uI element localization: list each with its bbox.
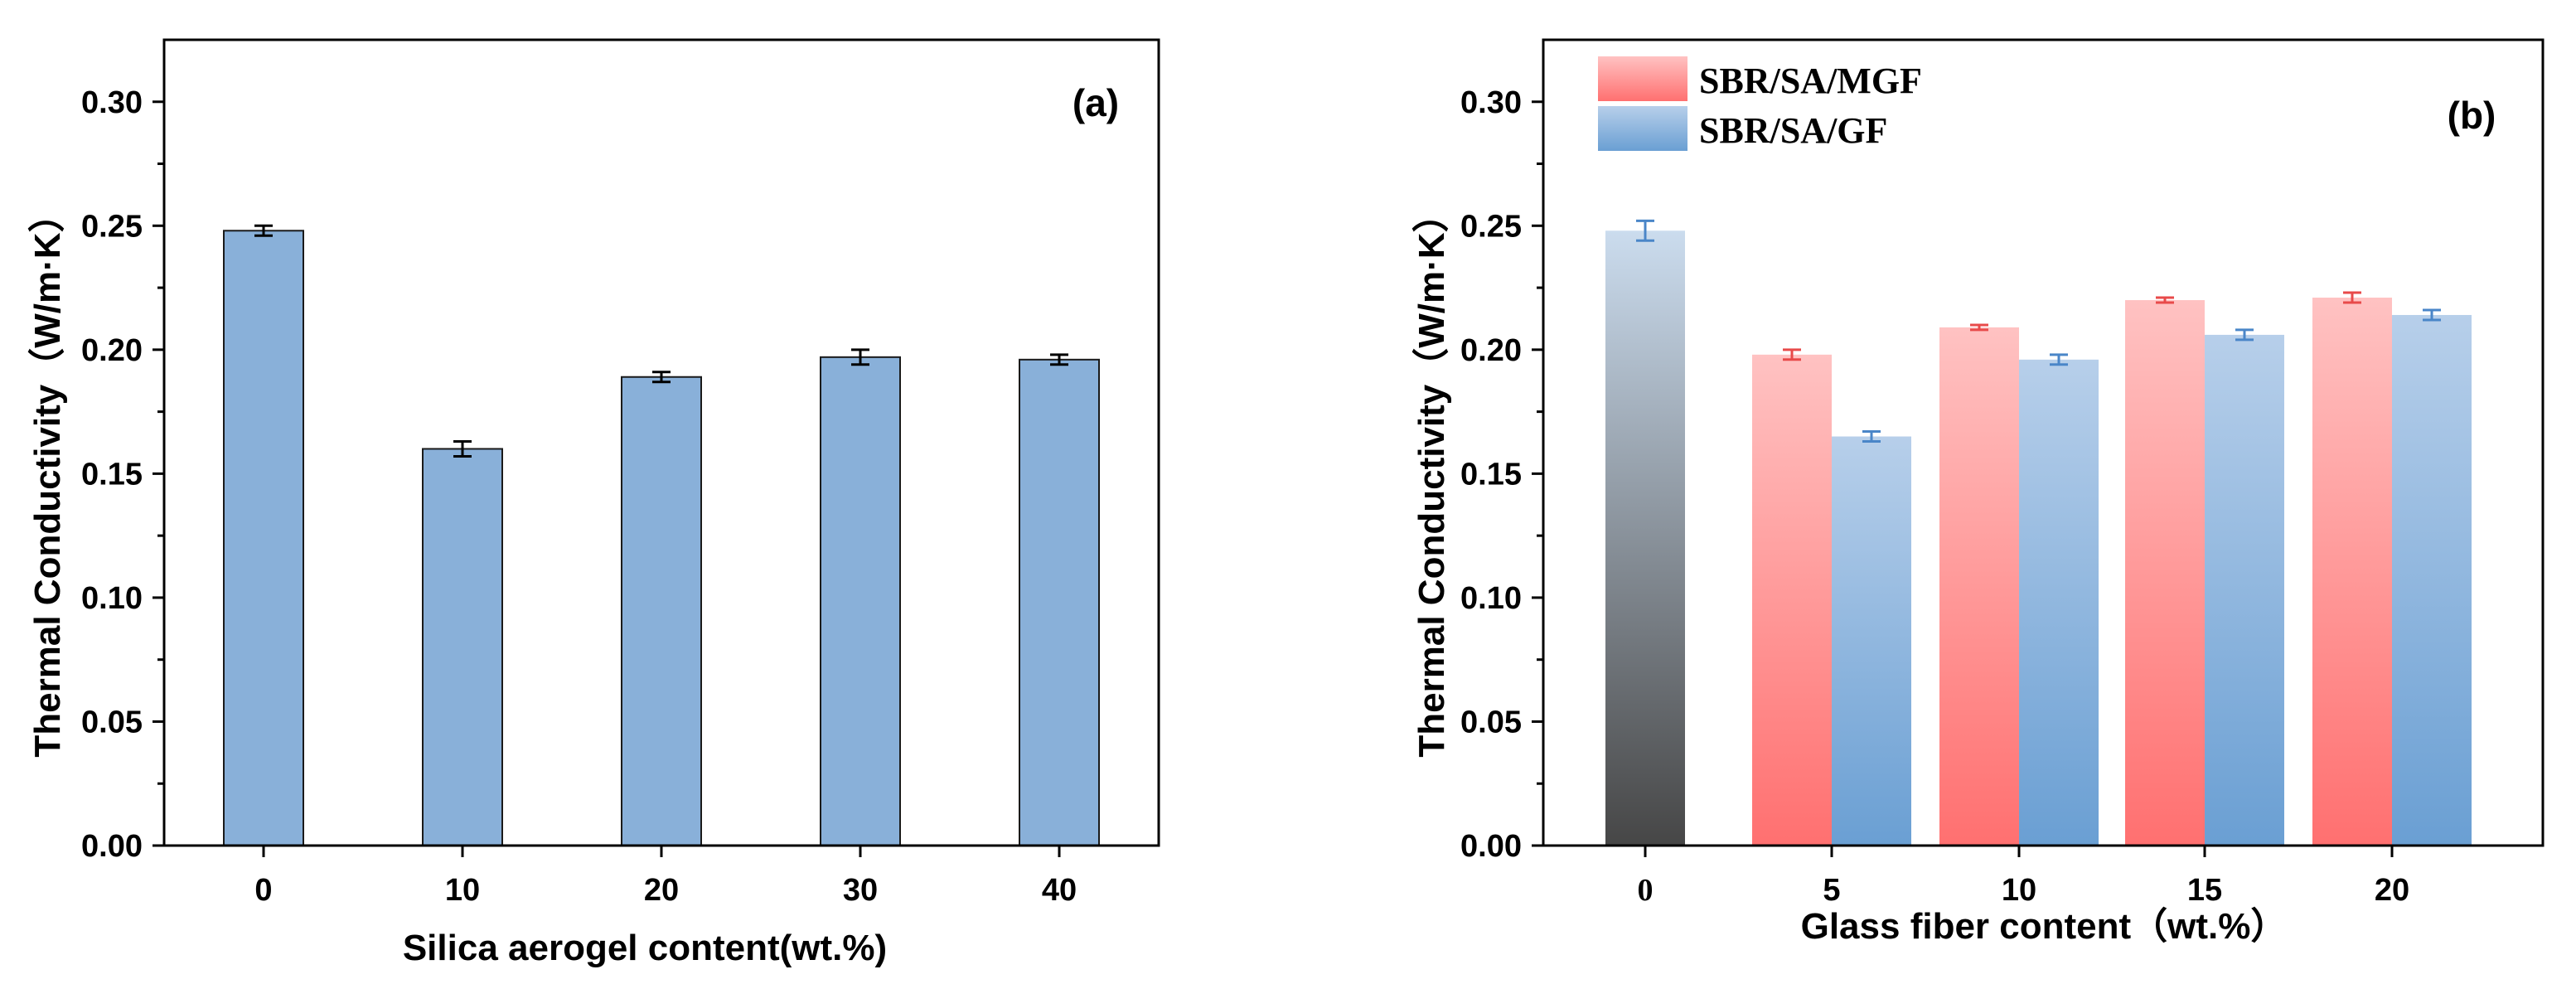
chart-b-x-tick-label: 0 <box>1638 873 1654 908</box>
chart-b-legend: SBR/SA/MGF SBR/SA/GF <box>1598 56 1922 151</box>
chart-b-frame <box>1542 38 2545 847</box>
chart-a-y-tick-label: 0.10 <box>81 581 143 616</box>
chart-a-x-tick-label: 30 <box>843 873 878 908</box>
chart-a-bar <box>422 448 503 846</box>
chart-b-bar-mgf <box>1939 327 2019 846</box>
chart-b-x-tick-label: 15 <box>2187 873 2222 908</box>
chart-a-plot-area: 0.00 0.05 0.10 0.15 0.20 0.25 0.30 0 10 20 30 40 <box>81 38 1160 908</box>
chart-a-x-tick-label: 40 <box>1042 873 1077 908</box>
chart-b-x-tick-label: 20 <box>2375 873 2409 908</box>
chart-a-y-tick-label: 0.25 <box>81 209 143 244</box>
chart-b-bars <box>1605 219 2472 846</box>
chart-a-x-axis-title: Silica aerogel content(wt.%) <box>403 928 887 968</box>
legend-swatch-gf <box>1598 106 1687 151</box>
chart-b-x-tick-label: 10 <box>2002 873 2036 908</box>
chart-a-panel-label: (a) <box>1073 81 1119 124</box>
chart-b-y-tick-label: 0.15 <box>1460 457 1522 492</box>
chart-a-bar <box>1019 358 1100 847</box>
chart-a-bar <box>621 376 702 846</box>
chart-a-y-tick-label: 0.05 <box>81 705 143 739</box>
chart-b-y-tick-label: 0.30 <box>1460 85 1522 120</box>
chart-panel-a: 0.00 0.05 0.10 0.15 0.20 0.25 0.30 0 10 20 30 40 (a… <box>27 38 1160 968</box>
chart-b-bar-mgf <box>2312 298 2392 846</box>
chart-a-bars <box>223 224 1100 847</box>
chart-b-y-tick-label: 0.05 <box>1460 705 1522 739</box>
chart-b-bar-mgf <box>2125 300 2205 846</box>
chart-b-plot-area: 0.00 0.05 0.10 0.15 0.20 0.25 0.30 0 5 10 15 20 <box>1460 38 2545 908</box>
chart-a-y-tick-label: 0.30 <box>81 85 143 120</box>
chart-b-bar-gf <box>2392 314 2472 846</box>
chart-b-y-tick-label: 0.10 <box>1460 581 1522 616</box>
chart-b-bar-mgf <box>1752 354 1832 846</box>
legend-label-gf: SBR/SA/GF <box>1699 110 1887 151</box>
legend-swatch-mgf <box>1598 56 1687 101</box>
chart-b-bar-control <box>1605 230 1685 846</box>
chart-panel-b: 0.00 0.05 0.10 0.15 0.20 0.25 0.30 0 5 10 15 20 (b)… <box>1411 38 2545 947</box>
chart-b-x-tick-label: 5 <box>1823 873 1840 908</box>
chart-b-bar-gf <box>2019 359 2099 846</box>
chart-a-y-tick-label: 0.15 <box>81 457 143 492</box>
chart-b-panel-label: (b) <box>2448 94 2496 137</box>
chart-a-x-tick-label: 0 <box>254 873 272 908</box>
chart-b-y-tick-label: 0.00 <box>1460 829 1522 864</box>
chart-a-y-axis-title: Thermal Conductivity（W/m·K） <box>27 196 68 757</box>
chart-b-y-tick-label: 0.20 <box>1460 333 1522 368</box>
chart-a-y-tick-label: 0.20 <box>81 333 143 368</box>
chart-b-y-axis-title: Thermal Conductivity（W/m·K） <box>1411 196 1452 757</box>
chart-b-y-tick-label: 0.25 <box>1460 209 1522 244</box>
chart-a-bar <box>223 230 304 846</box>
chart-a-x-tick-label: 20 <box>644 873 679 908</box>
chart-b-bar-gf <box>1832 436 1911 846</box>
chart-b-bar-gf <box>2205 334 2284 846</box>
chart-a-bar <box>820 356 901 846</box>
chart-a-y-tick-label: 0.00 <box>81 829 143 864</box>
chart-a-x-tick-label: 10 <box>445 873 480 908</box>
legend-label-mgf: SBR/SA/MGF <box>1699 61 1922 101</box>
chart-b-x-axis-title: Glass fiber content（wt.%） <box>1801 906 2288 947</box>
